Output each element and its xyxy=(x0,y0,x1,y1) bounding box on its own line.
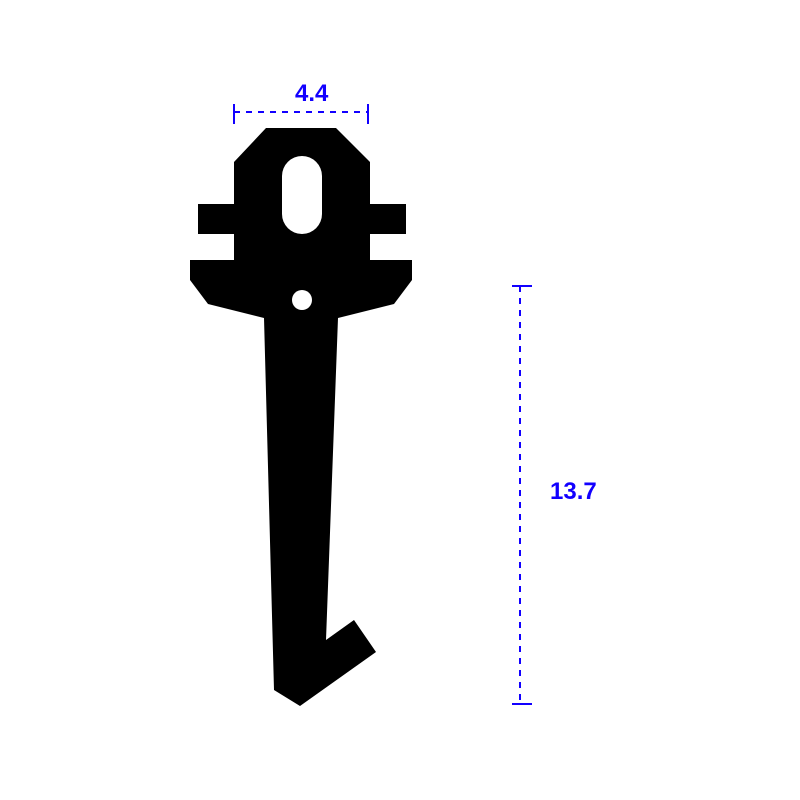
diagram-stage: 4.4 13.7 xyxy=(0,0,800,800)
dimension-height xyxy=(0,0,800,800)
dimension-height-label: 13.7 xyxy=(550,478,597,506)
